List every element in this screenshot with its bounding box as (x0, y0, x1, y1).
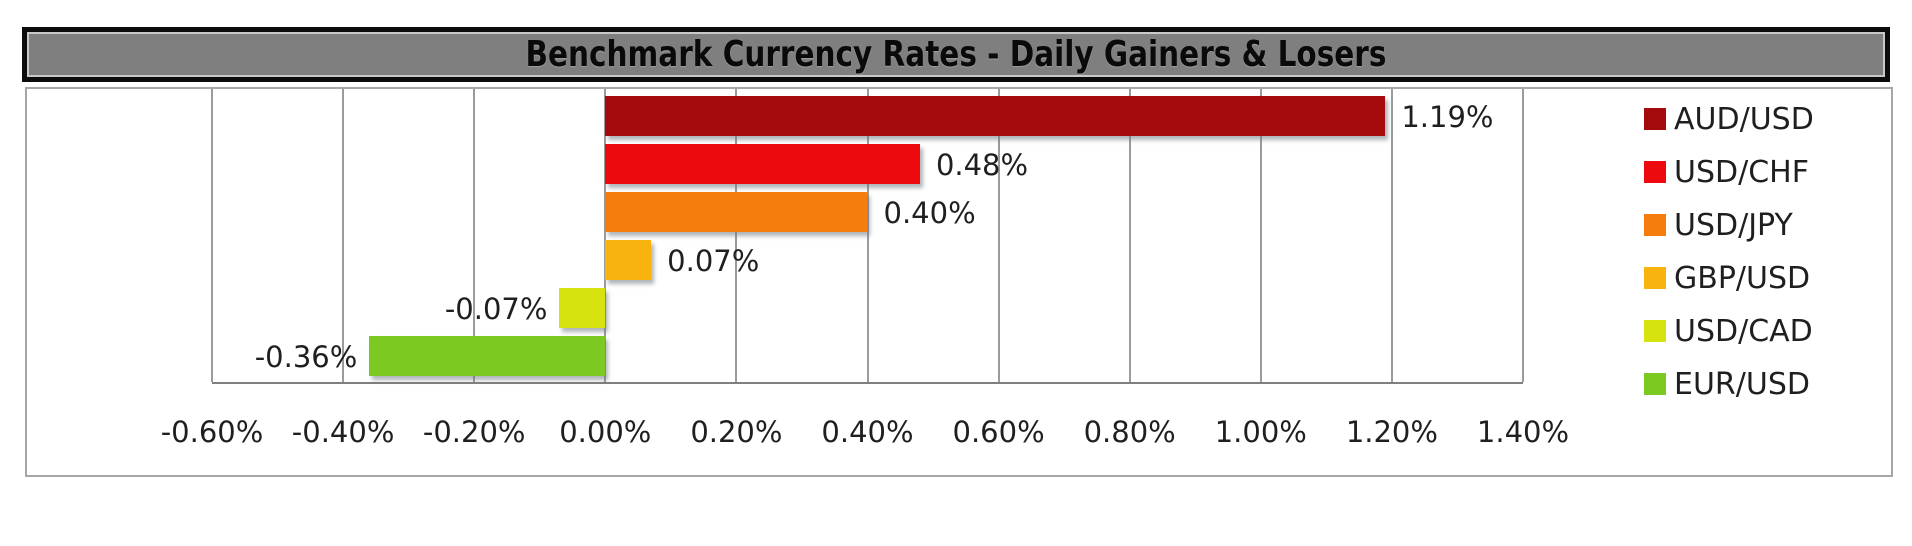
legend-item-label: USD/CAD (1674, 313, 1813, 349)
gridline-0-60 (997, 89, 1000, 382)
legend-color-swatch-usd-jpy (1644, 214, 1666, 236)
legend-color-swatch-aud-usd (1644, 108, 1666, 130)
bar-value-label-usd-cad: -0.07% (444, 292, 548, 326)
gridline-0-60 (211, 89, 213, 382)
bar-value-label-usd-jpy: 0.40% (883, 196, 976, 230)
legend-item-usd-jpy: USD/JPY (1644, 205, 1793, 245)
gridline-0-40 (342, 89, 345, 382)
legend-item-label: USD/JPY (1674, 207, 1793, 243)
gridline-0-20 (735, 89, 738, 382)
bar-gbp-usd (605, 240, 652, 280)
x-tick-label: 1.20% (1345, 415, 1438, 449)
gridline-0-40 (866, 89, 869, 382)
gridline-1-40 (1522, 89, 1524, 382)
x-tick-label: 0.80% (1083, 415, 1176, 449)
bar-value-label-eur-usd: -0.36% (254, 340, 358, 374)
gridline-1-00 (1259, 89, 1262, 382)
legend-color-swatch-usd-cad (1644, 320, 1666, 342)
legend-item-usd-chf: USD/CHF (1644, 152, 1809, 192)
chart-title: Benchmark Currency Rates - Daily Gainers… (525, 34, 1387, 75)
bar-usd-cad (559, 288, 606, 328)
gridline-0-00 (604, 89, 607, 382)
x-tick-label: -0.20% (422, 415, 526, 449)
chart-body: -0.60% -0.40% -0.20% 0.00% 0.20% 0.40% 0.60% 0.… (25, 87, 1893, 477)
legend-item-gbp-usd: GBP/USD (1644, 258, 1810, 298)
x-tick-label: 1.00% (1214, 415, 1307, 449)
legend-item-label: AUD/USD (1674, 101, 1814, 137)
x-tick-label: 1.40% (1476, 415, 1570, 449)
gridline-1-20 (1390, 89, 1393, 382)
legend-item-label: GBP/USD (1674, 260, 1811, 296)
x-tick-label: 0.00% (559, 415, 652, 449)
legend-item-aud-usd: AUD/USD (1644, 99, 1814, 139)
x-tick-label: 0.20% (690, 415, 783, 449)
x-tick-label: 0.60% (952, 415, 1045, 449)
bar-value-label-gbp-usd: 0.07% (667, 244, 760, 278)
gridline-0-20 (473, 89, 476, 382)
x-tick-label: -0.40% (291, 415, 395, 449)
bar-value-label-aud-usd: 1.19% (1401, 100, 1494, 134)
x-tick-label: -0.60% (160, 415, 264, 449)
x-tick-label: 0.40% (821, 415, 914, 449)
legend-color-swatch-gbp-usd (1644, 267, 1666, 289)
legend-item-label: USD/CHF (1674, 154, 1809, 190)
bar-value-label-usd-chf: 0.48% (935, 148, 1029, 182)
bar-usd-jpy (605, 192, 868, 232)
legend-item-eur-usd: EUR/USD (1644, 364, 1810, 404)
bar-eur-usd (369, 336, 606, 376)
gridline-0-80 (1128, 89, 1131, 382)
legend-color-swatch-eur-usd (1644, 373, 1666, 395)
chart-title-bar: Benchmark Currency Rates - Daily Gainers… (22, 27, 1890, 82)
legend-item-usd-cad: USD/CAD (1644, 311, 1813, 351)
bar-aud-usd (605, 96, 1386, 136)
legend-item-label: EUR/USD (1674, 366, 1810, 402)
x-axis-line (212, 382, 1523, 384)
legend-color-swatch-usd-chf (1644, 161, 1666, 183)
bar-usd-chf (605, 144, 920, 184)
